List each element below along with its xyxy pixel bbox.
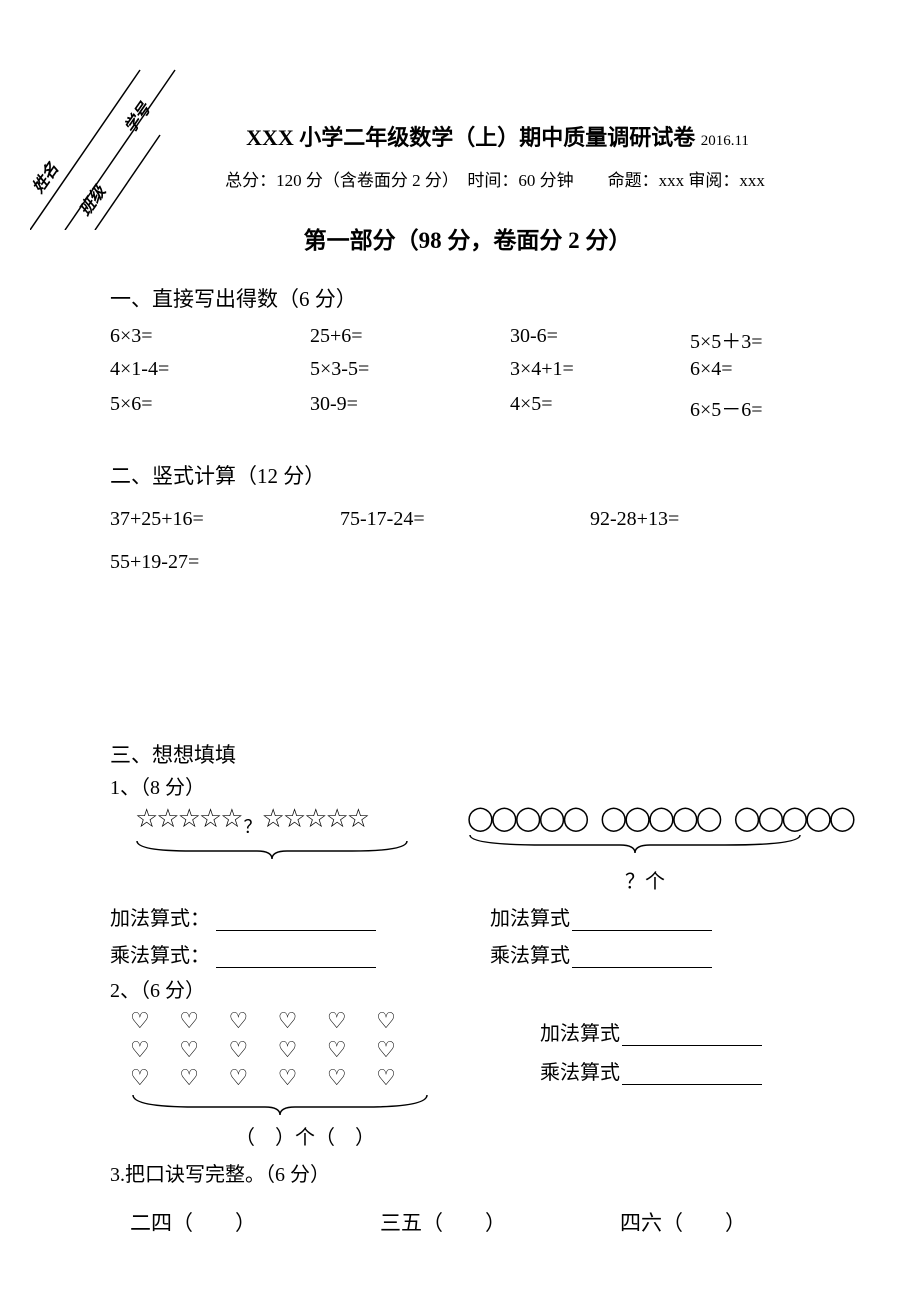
math-cell: 30-6= — [510, 325, 690, 354]
koujue-item: 四六（ ） — [620, 1207, 825, 1237]
vert-cell: 37+25+16= — [110, 508, 340, 531]
math-cell: 6×5－6= — [690, 393, 825, 422]
math-row-3: 5×6= 30-9= 4×5= 6×5－6= — [110, 393, 825, 422]
section1-header: 一、直接写出得数（6 分） — [110, 283, 825, 313]
exam-subtitle: 总分：120 分（含卷面分 2 分） 时间：60 分钟 命题：xxx 审阅：xx… — [165, 166, 825, 191]
hearts-bracket-svg — [125, 1093, 435, 1121]
vert-cell: 92-28+13= — [590, 508, 825, 531]
title-main: XXX 小学二年级数学（上）期中质量调研试卷 — [246, 125, 695, 150]
oval-count-label: ？个 — [465, 865, 825, 894]
blank-line — [216, 930, 376, 931]
q3-label: 3.把口诀写完整。（6 分） — [110, 1158, 825, 1187]
vertical-row-2: 55+19-27= — [110, 551, 825, 574]
ovals-group: ◯◯◯◯◯ — [734, 806, 853, 832]
blank-line — [572, 967, 712, 968]
q-mark: ？ — [244, 817, 260, 837]
blank-line — [622, 1084, 762, 1085]
stars-left: ☆☆☆☆☆ — [135, 804, 242, 833]
q1-label: 1、（8 分） — [110, 771, 825, 800]
math-cell: 6×3= — [110, 325, 310, 354]
mul-label2: 乘法算式 — [490, 945, 570, 967]
math-cell: 3×4+1= — [510, 358, 690, 381]
math-cell: 5×5＋3= — [690, 325, 825, 354]
vert-cell: 55+19-27= — [110, 551, 340, 574]
koujue-row: 二四（ ） 三五（ ） 四六（ ） — [110, 1207, 825, 1237]
formula-row-add: 加法算式： 加法算式 — [110, 902, 825, 931]
hearts-line-1: ♡ ♡ ♡ ♡ ♡ ♡ — [130, 1007, 540, 1036]
title-date: 2016.11 — [701, 133, 749, 149]
math-cell: 25+6= — [310, 325, 510, 354]
math-row-2: 4×1-4= 5×3-5= 3×4+1= 6×4= — [110, 358, 825, 381]
math-cell: 5×3-5= — [310, 358, 510, 381]
mul-label: 乘法算式： — [110, 945, 210, 967]
q2-formulas: 加法算式 乘法算式 — [540, 1007, 825, 1150]
koujue-item: 三五（ ） — [380, 1207, 620, 1237]
q2-label: 2、（6 分） — [110, 974, 825, 1003]
stars-right: ☆☆☆☆☆ — [262, 804, 369, 833]
formula-row-mul: 乘法算式： 乘法算式 — [110, 939, 825, 968]
add-label: 加法算式： — [110, 908, 210, 930]
stars-bracket-svg — [132, 839, 412, 865]
math-cell: 4×1-4= — [110, 358, 310, 381]
mul-formula-left: 乘法算式： — [110, 939, 490, 968]
vertical-row-1: 37+25+16= 75-17-24= 92-28+13= — [110, 508, 825, 531]
q2-mul: 乘法算式 — [540, 1056, 825, 1085]
vert-cell: 75-17-24= — [340, 508, 590, 531]
blank-line — [572, 930, 712, 931]
add-label2: 加法算式 — [490, 908, 570, 930]
section2-header: 二、竖式计算（12 分） — [110, 460, 825, 490]
add-label: 加法算式 — [540, 1023, 620, 1045]
part1-header: 第一部分（98 分，卷面分 2 分） — [110, 221, 825, 255]
add-formula-left: 加法算式： — [110, 902, 490, 931]
hearts-line-2: ♡ ♡ ♡ ♡ ♡ ♡ — [130, 1036, 540, 1065]
stars-diagram: ☆☆☆☆☆？☆☆☆☆☆ — [110, 804, 465, 894]
hearts-block: ♡ ♡ ♡ ♡ ♡ ♡ ♡ ♡ ♡ ♡ ♡ ♡ ♡ ♡ ♡ ♡ ♡ ♡ （ ）个… — [130, 1007, 540, 1150]
blank-line — [622, 1045, 762, 1046]
add-formula-right: 加法算式 — [490, 902, 825, 931]
mul-label: 乘法算式 — [540, 1062, 620, 1084]
exam-title: XXX 小学二年级数学（上）期中质量调研试卷 2016.11 — [170, 120, 825, 152]
math-row-1: 6×3= 25+6= 30-6= 5×5＋3= — [110, 325, 825, 354]
stars-row: ☆☆☆☆☆？☆☆☆☆☆ — [135, 804, 465, 839]
math-cell: 6×4= — [690, 358, 825, 381]
q2-content: ♡ ♡ ♡ ♡ ♡ ♡ ♡ ♡ ♡ ♡ ♡ ♡ ♡ ♡ ♡ ♡ ♡ ♡ （ ）个… — [110, 1007, 825, 1150]
ovals-diagram: ◯◯◯◯◯◯◯◯◯◯◯◯◯◯◯ ？个 — [465, 804, 825, 894]
q2-add: 加法算式 — [540, 1017, 825, 1046]
math-cell: 4×5= — [510, 393, 690, 422]
blank-line — [216, 967, 376, 968]
corner-binding-area: 姓名 班级 学号 — [30, 50, 190, 230]
section3-header: 三、想想填填 — [110, 739, 825, 769]
q1-diagrams: ☆☆☆☆☆？☆☆☆☆☆ ◯◯◯◯◯◯◯◯◯◯◯◯◯◯◯ ？个 — [110, 804, 825, 894]
ovals-bracket-svg — [465, 833, 805, 859]
hearts-count-label: （ ）个（ ） — [150, 1121, 460, 1150]
ovals-group: ◯◯◯◯◯ — [467, 806, 586, 832]
koujue-item: 二四（ ） — [130, 1207, 380, 1237]
mul-formula-right: 乘法算式 — [490, 939, 825, 968]
ovals-row: ◯◯◯◯◯◯◯◯◯◯◯◯◯◯◯ — [467, 804, 825, 833]
hearts-line-3: ♡ ♡ ♡ ♡ ♡ ♡ — [130, 1064, 540, 1093]
corner-lines-svg — [30, 50, 190, 230]
math-cell: 30-9= — [310, 393, 510, 422]
math-cell: 5×6= — [110, 393, 310, 422]
ovals-group: ◯◯◯◯◯ — [600, 806, 719, 832]
